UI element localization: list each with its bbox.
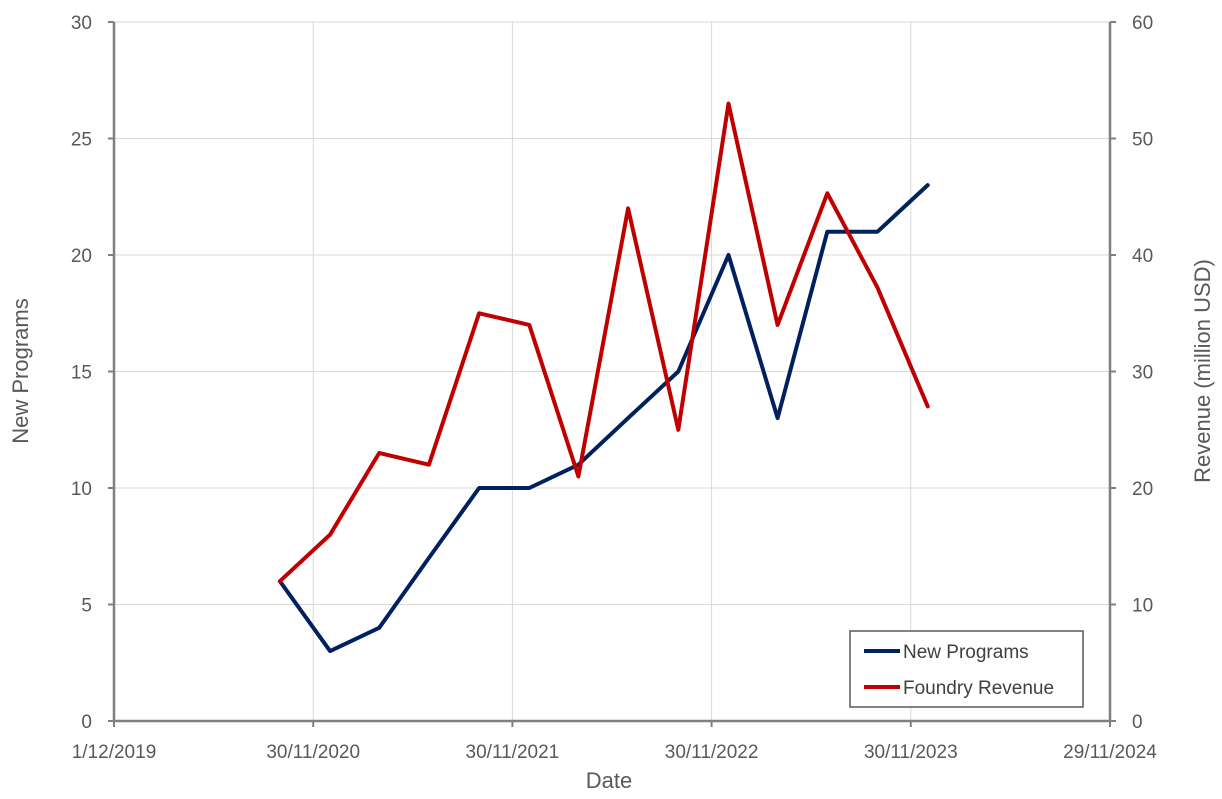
y-right-tick-label: 20 [1132, 479, 1153, 500]
legend-box [849, 630, 1084, 708]
y-left-tick-labels: 0 5 10 15 20 25 30 [71, 13, 92, 733]
series-lines [277, 101, 930, 654]
y-left-tick-label: 15 [71, 363, 92, 384]
x-tick-label: 30/11/2020 [266, 742, 360, 763]
x-axis-title: Date [586, 768, 632, 793]
series-line-new-programs [277, 183, 930, 654]
y-right-tick-label: 0 [1132, 712, 1143, 733]
y-right-tick-label: 40 [1132, 246, 1153, 267]
y-right-axis-title: Revenue (million USD) [1190, 259, 1215, 483]
x-tick-labels: 1/12/2019 30/11/2020 30/11/2021 30/11/2022 3… [72, 742, 1158, 763]
y-right-tick-labels: 0 10 20 30 40 50 60 [1132, 13, 1153, 733]
y-left-tick-label: 0 [81, 712, 92, 733]
legend: New Programs Foundry Revenue [849, 630, 1084, 708]
y-left-tick-label: 30 [71, 13, 92, 34]
horizontal-gridlines [114, 21, 1110, 605]
y-left-tick-label: 20 [71, 246, 92, 267]
x-tick-label: 1/12/2019 [72, 742, 157, 763]
y-left-axis-title: New Programs [8, 298, 33, 443]
x-tick-label: 29/11/2024 [1063, 742, 1157, 763]
x-tick-label: 30/11/2021 [466, 742, 560, 763]
y-right-tick-label: 30 [1132, 363, 1153, 384]
legend-label-foundry-revenue: Foundry Revenue [903, 678, 1054, 699]
y-left-tick-label: 10 [71, 479, 92, 500]
axes [108, 21, 1116, 727]
x-tick-label: 30/11/2023 [864, 742, 958, 763]
y-left-tick-label: 25 [71, 130, 92, 151]
legend-label-new-programs: New Programs [903, 642, 1029, 663]
y-right-tick-label: 60 [1132, 13, 1153, 34]
y-left-tick-label: 5 [81, 596, 92, 617]
series-line-foundry-revenue [277, 101, 930, 584]
y-right-tick-label: 10 [1132, 596, 1153, 617]
x-tick-label: 30/11/2022 [665, 742, 759, 763]
y-right-tick-label: 50 [1132, 130, 1153, 151]
